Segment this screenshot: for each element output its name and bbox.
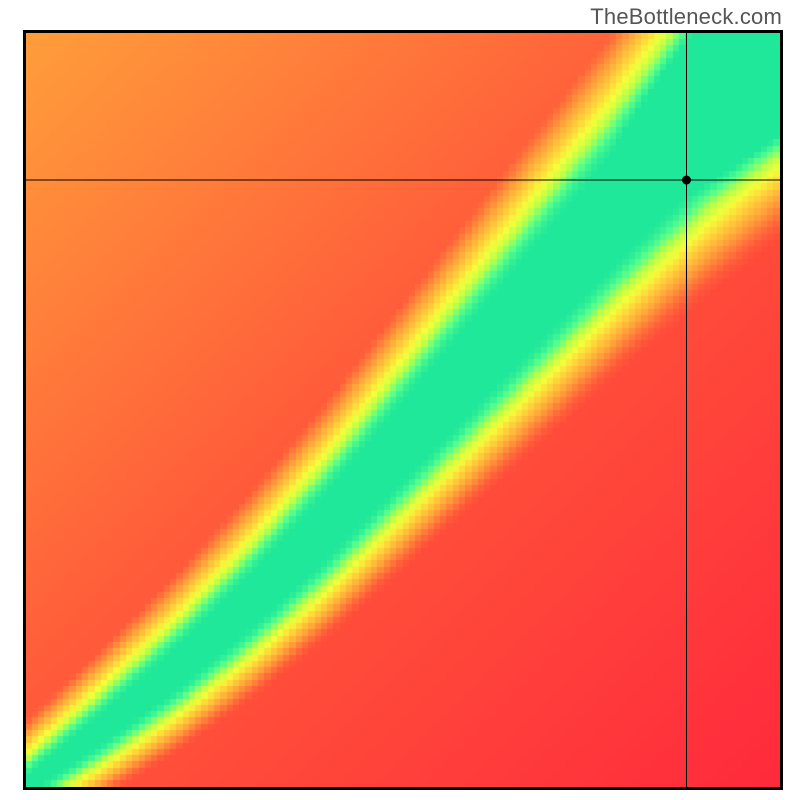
watermark-text: TheBottleneck.com xyxy=(590,4,782,30)
heatmap-canvas xyxy=(26,33,780,787)
bottleneck-heatmap xyxy=(23,30,783,790)
